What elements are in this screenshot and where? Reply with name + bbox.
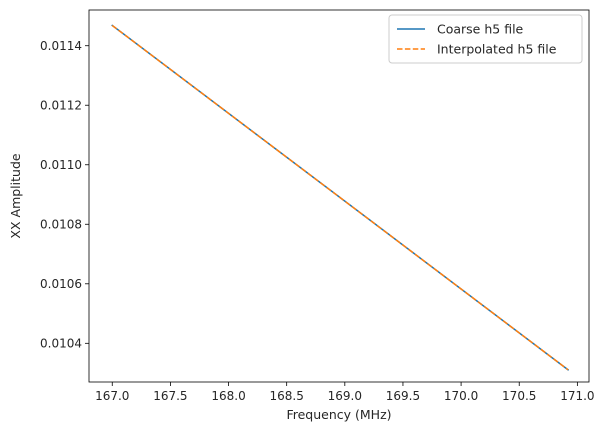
y-axis-label: XX Amplitude xyxy=(8,153,23,238)
y-tick-label: 0.0104 xyxy=(40,337,82,351)
x-tick-label: 170.5 xyxy=(502,389,536,403)
x-tick-label: 169.0 xyxy=(328,389,362,403)
x-axis-label: Frequency (MHz) xyxy=(286,407,391,422)
x-tick-label: 168.0 xyxy=(211,389,245,403)
y-tick-label: 0.0106 xyxy=(40,277,82,291)
x-tick-label: 170.0 xyxy=(444,389,478,403)
y-tick-label: 0.0114 xyxy=(40,39,82,53)
y-axis-ticks: 0.0104 0.0106 0.0108 0.0110 0.0112 0.0114 xyxy=(40,39,89,351)
legend: Coarse h5 file Interpolated h5 file xyxy=(388,14,583,64)
x-tick-label: 168.5 xyxy=(269,389,303,403)
plot-area xyxy=(111,24,570,371)
y-tick-label: 0.0108 xyxy=(40,218,82,232)
legend-box xyxy=(388,14,583,64)
x-tick-label: 169.5 xyxy=(386,389,420,403)
series-layer xyxy=(111,24,570,371)
plot-frame xyxy=(88,9,590,383)
legend-label: Interpolated h5 file xyxy=(437,42,557,57)
y-tick-label: 0.0110 xyxy=(40,158,82,172)
x-tick-label: 167.5 xyxy=(153,389,187,403)
x-tick-label: 167.0 xyxy=(95,389,129,403)
y-tick-label: 0.0112 xyxy=(40,99,82,113)
legend-label: Coarse h5 file xyxy=(437,22,524,37)
x-tick-label: 171.0 xyxy=(560,389,594,403)
series-line-1 xyxy=(111,24,569,371)
x-axis-ticks: 167.0 167.5 168.0 168.5 169.0 169.5 170.0 170.5… xyxy=(95,382,595,403)
